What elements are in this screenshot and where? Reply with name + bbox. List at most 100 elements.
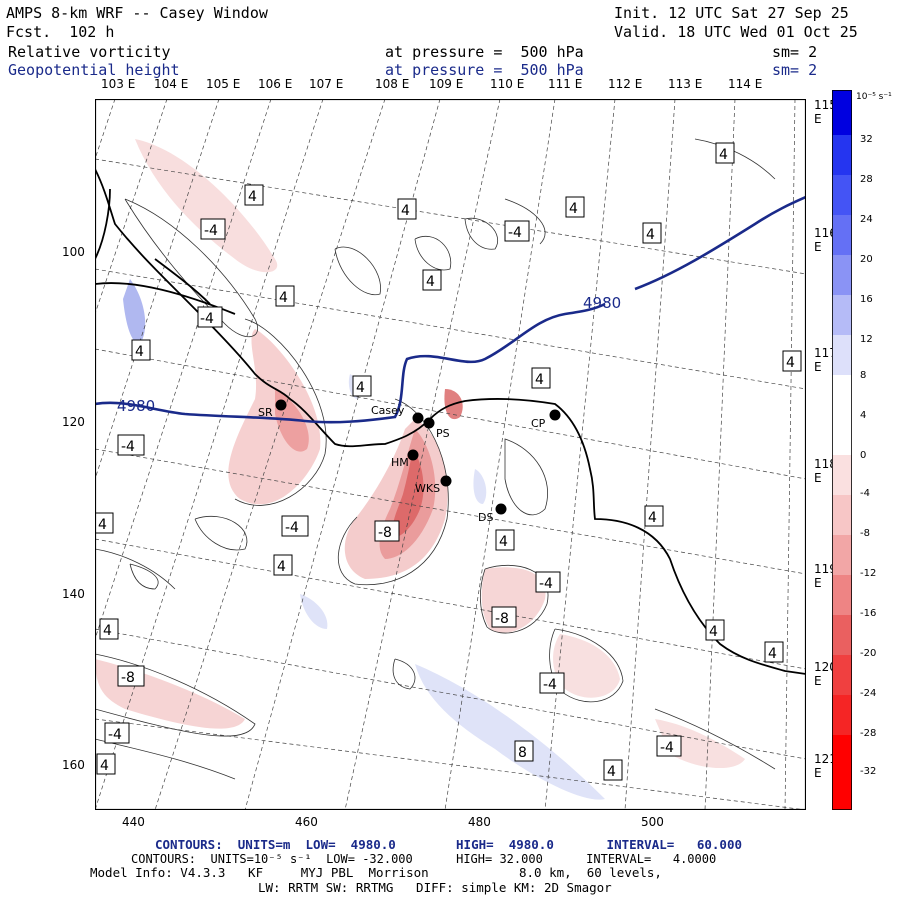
colorbar-tick: 8 [860, 370, 867, 381]
contour-label-box: 4 [495, 529, 515, 551]
contour-label: 4 [535, 372, 544, 388]
colorbar-tick: -28 [860, 728, 877, 739]
lon-label: 104 E [154, 77, 189, 91]
stations: SR Casey PS HM WKS DS CP [258, 399, 561, 524]
x-tick: 500 [641, 815, 664, 829]
lon-label: 110 E [490, 77, 525, 91]
contours-vorticity-info: CONTOURS: UNITS=10⁻⁵ s⁻¹ LOW= -32.000 HI… [131, 852, 717, 866]
lon-label: 115 E [814, 98, 837, 126]
station-label: HM [391, 456, 409, 469]
vorticity-contours [95, 138, 776, 780]
contour-label: -8 [378, 525, 392, 541]
contour-label: 4 [98, 517, 107, 533]
contour-label-box: 4 [644, 505, 664, 527]
contour-label-box: 4 [705, 619, 725, 641]
contour-label: -4 [200, 311, 214, 327]
contour-label-box: 8 [514, 740, 534, 762]
colorbar-tick: 16 [860, 294, 873, 305]
y-tick: 100 [62, 245, 85, 259]
contours-height-info: CONTOURS: UNITS=m LOW= 4980.0 HIGH= 4980… [155, 837, 742, 852]
field2-smoothing: sm= 2 [772, 61, 818, 79]
station-label: DS [478, 511, 493, 524]
station-wks: WKS [415, 475, 452, 495]
lon-label: 121 E [814, 752, 837, 780]
contour-label: 4 [719, 147, 728, 163]
contour-label-box: 4 [275, 285, 295, 307]
y-tick: 160 [62, 758, 85, 772]
contour-label: 4 [648, 510, 657, 526]
contour-label-box: 4 [99, 618, 119, 640]
colorbar-tick: 28 [860, 174, 873, 185]
contour-label: 4 [401, 203, 410, 219]
contour-label-box: -4 [656, 735, 682, 757]
contour-label-box: -4 [281, 515, 309, 537]
geopotential-height-contour [95, 195, 806, 424]
contour-label: -8 [121, 670, 135, 686]
contour-label: 4 [356, 380, 365, 396]
contour-label-box: 4 [96, 753, 116, 775]
contour-label: 8 [518, 745, 527, 761]
contour-label-box: 4 [715, 142, 735, 164]
map-panel: 4 -4 4 -4 4 -4 4 4 4 4 4 -4 4 4 4 -4 4 -… [95, 99, 806, 810]
colorbar-tick: -12 [860, 568, 877, 579]
contour-label: -4 [285, 520, 299, 536]
field1-name: Relative vorticity [8, 43, 171, 61]
lon-label: 109 E [429, 77, 464, 91]
colorbar-tick: -8 [860, 528, 870, 539]
contour-label-box: -8 [117, 665, 145, 687]
contour-label-box: 4 [95, 512, 114, 534]
station-ds: DS [478, 503, 507, 524]
contour-label-box: -4 [535, 571, 561, 593]
contour-label-box: -8 [491, 606, 517, 628]
contour-label-box: -4 [104, 722, 130, 744]
contour-label: 4 [279, 290, 288, 306]
contour-label: 4 [768, 646, 777, 662]
station-label: SR [258, 406, 273, 419]
colorbar-unit: 10⁻⁵ s⁻¹ [856, 92, 892, 102]
init-time: Init. 12 UTC Sat 27 Sep 25 [614, 4, 849, 22]
contour-label-box: 4 [422, 269, 442, 291]
contour-label-box: 4 [565, 196, 585, 218]
colorbar-tick: 4 [860, 410, 867, 421]
field2-level: at pressure = 500 hPa [385, 61, 584, 79]
contour-label: 4 [607, 764, 616, 780]
vorticity-labels: 4 -4 4 -4 4 -4 4 4 4 4 4 -4 4 4 4 -4 4 -… [95, 142, 802, 781]
field1-smoothing: sm= 2 [772, 43, 818, 61]
contour-label: -4 [121, 439, 135, 455]
lon-label: 114 E [728, 77, 763, 91]
x-tick: 440 [122, 815, 145, 829]
valid-time: Valid. 18 UTC Wed 01 Oct 25 [614, 23, 858, 41]
contour-label-box: -4 [197, 306, 223, 328]
station-label: PS [436, 427, 450, 440]
colorbar-tick: -4 [860, 488, 870, 499]
station-label: WKS [415, 482, 440, 495]
lon-label: 113 E [668, 77, 703, 91]
physics-info: LW: RRTM SW: RRTMG DIFF: simple KM: 2D S… [258, 880, 612, 895]
contour-label-box: -4 [504, 220, 530, 242]
station-label: Casey [371, 404, 405, 417]
colorbar-tick: 12 [860, 334, 873, 345]
lon-label: 120 E [814, 660, 837, 688]
colorbar-tick: 20 [860, 254, 873, 265]
colorbar-tick: -16 [860, 608, 877, 619]
contour-label-box: 4 [782, 350, 802, 372]
contour-label: 4 [646, 227, 655, 243]
lon-label: 103 E [101, 77, 136, 91]
contour-label: -8 [495, 611, 509, 627]
forecast-hour: Fcst. 102 h [6, 23, 115, 41]
field1-level: at pressure = 500 hPa [385, 43, 584, 61]
contour-label-box: 4 [642, 222, 662, 244]
lon-label: 105 E [206, 77, 241, 91]
contour-label: 4 [100, 758, 109, 774]
contour-label: 4 [499, 534, 508, 550]
contour-label: 4 [135, 344, 144, 360]
lon-label: 118 E [814, 457, 837, 485]
field2-name: Geopotential height [8, 61, 180, 79]
contour-label-box: -4 [200, 218, 226, 240]
lon-label: 117 E [814, 346, 837, 374]
y-tick: 120 [62, 415, 85, 429]
contour-label-box: 4 [244, 184, 264, 206]
lon-label: 119 E [814, 562, 837, 590]
contour-label: -4 [660, 740, 674, 756]
contour-label: 4 [103, 623, 112, 639]
